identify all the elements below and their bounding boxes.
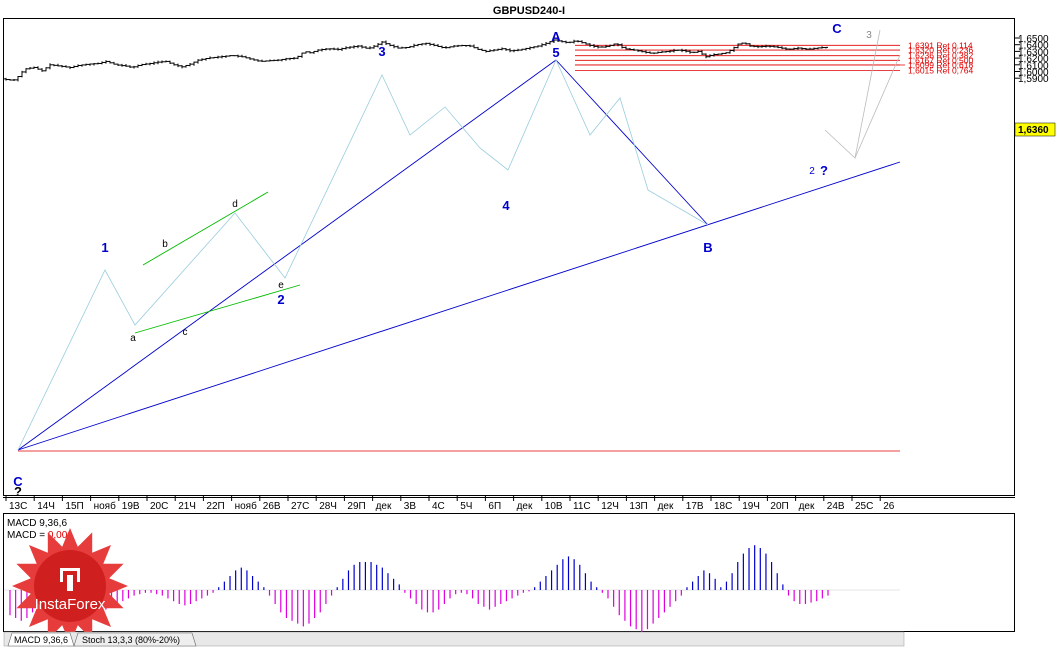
- x-tick-label: 28Ч: [319, 501, 337, 512]
- fib-level-label: 1,6236 Ret 0,382: [908, 51, 973, 61]
- indicator-pane-frame: [3, 513, 1015, 632]
- channel-upper: [142, 191, 269, 266]
- trend-lines: [17, 29, 901, 451]
- tab-stoch[interactable]: [73, 632, 197, 647]
- y-tick-label: 1,5900: [1018, 74, 1049, 85]
- x-tick-label: 13П: [629, 501, 647, 512]
- x-tick-label: нояб: [94, 500, 116, 512]
- x-tick-label: 20С: [150, 501, 168, 512]
- wave-label: ?: [14, 484, 22, 499]
- x-tick-label: 10В: [545, 501, 563, 512]
- wave-label: 3: [378, 44, 385, 59]
- wave-label: C: [13, 474, 23, 489]
- trendline-main-up: [17, 59, 557, 451]
- logo-text: InstaForex: [35, 596, 106, 613]
- chart-title: GBPUSD240-I: [493, 5, 565, 17]
- wave-label: b: [162, 239, 168, 250]
- x-tick-label: 17В: [686, 501, 704, 512]
- wave-label: B: [703, 240, 712, 255]
- tab-macd[interactable]: [7, 632, 75, 647]
- fib-level-label: 1,6099 Ret 0,618: [908, 60, 973, 70]
- tab-stoch-label: Stoch 13,3,3 (80%-20%): [82, 635, 180, 645]
- fib-level-label: 1,6167 Ret 0,500: [908, 55, 973, 65]
- x-axis: 13С 14Ч 15П нояб 19В 20С 21Ч 22П нояб 26В 27С 28Ч 29…: [5, 496, 895, 512]
- x-tick-label: 24В: [827, 501, 845, 512]
- x-tick-label: нояб: [235, 500, 257, 512]
- x-tick-label: дек: [658, 501, 674, 512]
- wave-label: A: [551, 29, 561, 44]
- macd-name: MACD 9,36,6: [7, 518, 67, 529]
- wave-label: 3: [866, 30, 872, 41]
- x-tick-label: 18С: [714, 501, 732, 512]
- price-pane-frame: [3, 18, 1015, 496]
- x-tick-label: дек: [376, 501, 392, 512]
- x-tick-label: 4С: [432, 501, 445, 512]
- x-tick-label: 21Ч: [178, 501, 196, 512]
- channel-lower: [134, 284, 301, 334]
- current-price-marker: [1014, 122, 1056, 137]
- wave-label: ?: [820, 163, 828, 178]
- x-tick-label: дек: [517, 501, 533, 512]
- x-tick-label: 14Ч: [37, 501, 55, 512]
- macd-value-label: MACD = 0,00: [7, 530, 68, 541]
- x-tick-label: 25С: [855, 501, 873, 512]
- wave-label: a: [130, 333, 136, 344]
- wave-label: 1: [101, 240, 108, 255]
- wave-path-correction: [555, 59, 709, 226]
- x-tick-label: 11С: [573, 501, 591, 512]
- projection-path-2: [854, 54, 901, 159]
- x-tick-label: 13С: [9, 501, 27, 512]
- x-tick-label: 20П: [770, 501, 788, 512]
- price-bars: [4, 38, 828, 82]
- y-tick-label: 1,6200: [1018, 54, 1049, 65]
- x-tick-label: 15П: [65, 501, 83, 512]
- x-tick-label: 22П: [206, 501, 224, 512]
- x-tick-label: 26: [883, 501, 895, 512]
- y-tick-label: 1,6300: [1018, 47, 1049, 58]
- wave-label: 4: [502, 198, 510, 213]
- y-tick-label: 1,6000: [1018, 68, 1049, 79]
- trendline-wave-a: [555, 59, 709, 226]
- wave-label: 5: [552, 45, 559, 60]
- tab-macd-label: MACD 9,36,6: [14, 635, 68, 645]
- wave-label: e: [278, 280, 284, 291]
- x-tick-label: 29П: [347, 501, 365, 512]
- instaforex-logo: InstaForex: [12, 528, 128, 644]
- fib-level-label: 1,6015 Ret 0,764: [908, 65, 973, 75]
- wave-label: c: [183, 327, 188, 338]
- x-tick-label: 6П: [488, 501, 501, 512]
- wave-label: C: [832, 21, 842, 36]
- y-tick-label: 1,6100: [1018, 61, 1049, 72]
- wave-label: d: [232, 199, 238, 210]
- x-tick-label: 26В: [263, 501, 281, 512]
- fib-level-label: 1,6320 Ret 0,236: [908, 45, 973, 55]
- x-tick-label: 12Ч: [601, 501, 619, 512]
- current-price-label: 1,6360: [1018, 125, 1049, 136]
- x-tick-label: 19В: [122, 501, 140, 512]
- y-axis: 1,65001,64001,63001,62001,61001,60001,59…: [1015, 34, 1049, 85]
- wave-label: 2: [809, 166, 815, 177]
- y-tick-label: 1,6400: [1018, 41, 1049, 52]
- x-tick-label: 19Ч: [742, 501, 760, 512]
- y-tick-label: 1,6500: [1018, 34, 1049, 45]
- trendline-long-support: [17, 161, 901, 451]
- indicator-tabs: MACD 9,36,6 Stoch 13,3,3 (80%-20%): [3, 631, 905, 647]
- x-tick-label: 5Ч: [460, 501, 472, 512]
- wave-path-impulse: [17, 59, 557, 451]
- x-tick-label: дек: [799, 501, 815, 512]
- x-tick-label: 27С: [291, 501, 309, 512]
- wave-label: 2: [277, 292, 284, 307]
- fib-level-label: 1,6391 Ret 0,114: [908, 40, 973, 50]
- x-tick-label: 3В: [404, 501, 417, 512]
